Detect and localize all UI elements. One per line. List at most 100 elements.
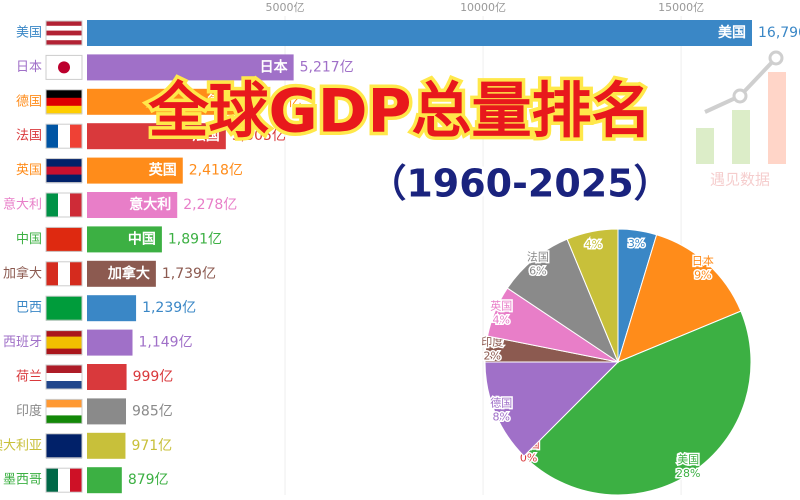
flag-border — [45, 295, 83, 321]
flag-stripe — [46, 40, 82, 46]
value-label: 1,149亿 — [139, 335, 193, 351]
flag-border — [45, 433, 83, 459]
bar — [87, 20, 752, 46]
pie-slice — [484, 361, 620, 457]
flag-stripe — [70, 261, 83, 286]
pie-slice — [523, 310, 752, 496]
flag — [45, 364, 83, 390]
subtitle: （1960-2025） — [368, 162, 671, 206]
flag-stripe — [46, 105, 82, 115]
flag-border — [45, 123, 83, 149]
bar-name-label: 美国 — [718, 24, 746, 41]
flag-border — [45, 226, 83, 252]
logo-bar — [768, 72, 786, 164]
y-tick-label: 德国 — [16, 94, 42, 109]
flag-stripe — [46, 296, 82, 321]
bar — [87, 88, 242, 115]
bar — [87, 192, 178, 218]
value-label: 1,739亿 — [162, 266, 216, 282]
flag — [45, 89, 83, 115]
flag-stripe — [46, 89, 82, 99]
pie-value-label: 28% — [676, 467, 700, 480]
pie-value-label: 8% — [493, 410, 510, 423]
flag-stripe — [46, 174, 82, 184]
flag-stripe — [46, 193, 59, 217]
bar — [87, 432, 126, 459]
flag — [45, 261, 83, 287]
bar — [87, 54, 294, 81]
flag — [45, 398, 83, 424]
value-label: 971亿 — [131, 438, 172, 454]
y-tick-label: 英国 — [16, 163, 42, 178]
bar — [87, 467, 122, 494]
value-label: 985亿 — [132, 403, 173, 419]
flag-stripe — [46, 381, 82, 390]
flag-stripe — [70, 124, 83, 149]
flag-border — [45, 20, 83, 46]
bar — [87, 398, 127, 425]
flag-stripe — [46, 415, 82, 424]
flag — [45, 467, 83, 493]
flag-border — [45, 467, 83, 493]
bar — [87, 329, 133, 356]
flag — [45, 20, 83, 46]
value-label: 1,239亿 — [142, 300, 196, 316]
flag-stripe — [46, 227, 82, 252]
logo: 遇见数据 — [696, 50, 786, 189]
flag-stripe — [46, 407, 82, 416]
pie-slice — [506, 238, 620, 364]
flag-border — [45, 330, 83, 356]
flag-stripe — [70, 193, 83, 217]
flag-border — [45, 158, 83, 184]
flag — [45, 192, 83, 218]
bar — [87, 295, 137, 322]
flag-stripe — [46, 336, 82, 344]
pie-value-label: 6% — [529, 264, 546, 277]
pie-value-label: 4% — [493, 314, 510, 327]
flag-stripe — [46, 124, 59, 149]
flag-stripe — [46, 25, 82, 32]
pie-value-label: 9% — [694, 268, 711, 281]
pie-name-label: 日本 — [692, 253, 714, 267]
flag-stripe — [46, 30, 82, 36]
flag-stripe — [46, 97, 82, 107]
x-tick-label: 10000亿 — [460, 1, 506, 14]
pie-slice — [617, 234, 742, 363]
logo-dot — [732, 88, 748, 104]
pie-value-label: 3% — [628, 237, 645, 250]
flag-stripe — [46, 468, 59, 493]
pie-name-label: 德国 — [490, 395, 512, 409]
flag-stripe — [46, 342, 82, 350]
y-tick-label: 荷兰 — [16, 370, 42, 385]
bar-name-label: 加拿大 — [107, 265, 150, 282]
flag — [45, 226, 83, 252]
bar-name-label: 日本 — [260, 58, 289, 75]
bar-name-label: 意大利 — [129, 196, 171, 213]
flag-stripe — [46, 433, 82, 459]
value-label: 16,790亿 — [758, 25, 800, 41]
value-label: 3,900亿 — [247, 94, 301, 110]
bar — [87, 157, 183, 184]
bar-name-label: 德国 — [207, 93, 235, 110]
bar — [87, 123, 226, 150]
y-tick-label: 印度 — [16, 403, 42, 419]
flag — [45, 158, 83, 184]
y-tick-label: 中国 — [16, 232, 42, 247]
flag-stripe — [46, 35, 82, 41]
value-label: 2,418亿 — [189, 163, 243, 179]
logo-line — [704, 56, 778, 114]
y-tick-label: 墨西哥 — [3, 473, 42, 488]
flag-stripe — [46, 348, 82, 356]
flag-stripe — [46, 21, 82, 27]
flag-border — [45, 261, 83, 287]
bar — [87, 226, 162, 253]
flag-stripe — [58, 193, 71, 217]
pie-name-label: 英国 — [490, 299, 512, 313]
y-tick-label: 意大利 — [3, 197, 42, 213]
pie-value-label: 2% — [484, 350, 501, 363]
bar-name-label: 英国 — [148, 162, 177, 179]
